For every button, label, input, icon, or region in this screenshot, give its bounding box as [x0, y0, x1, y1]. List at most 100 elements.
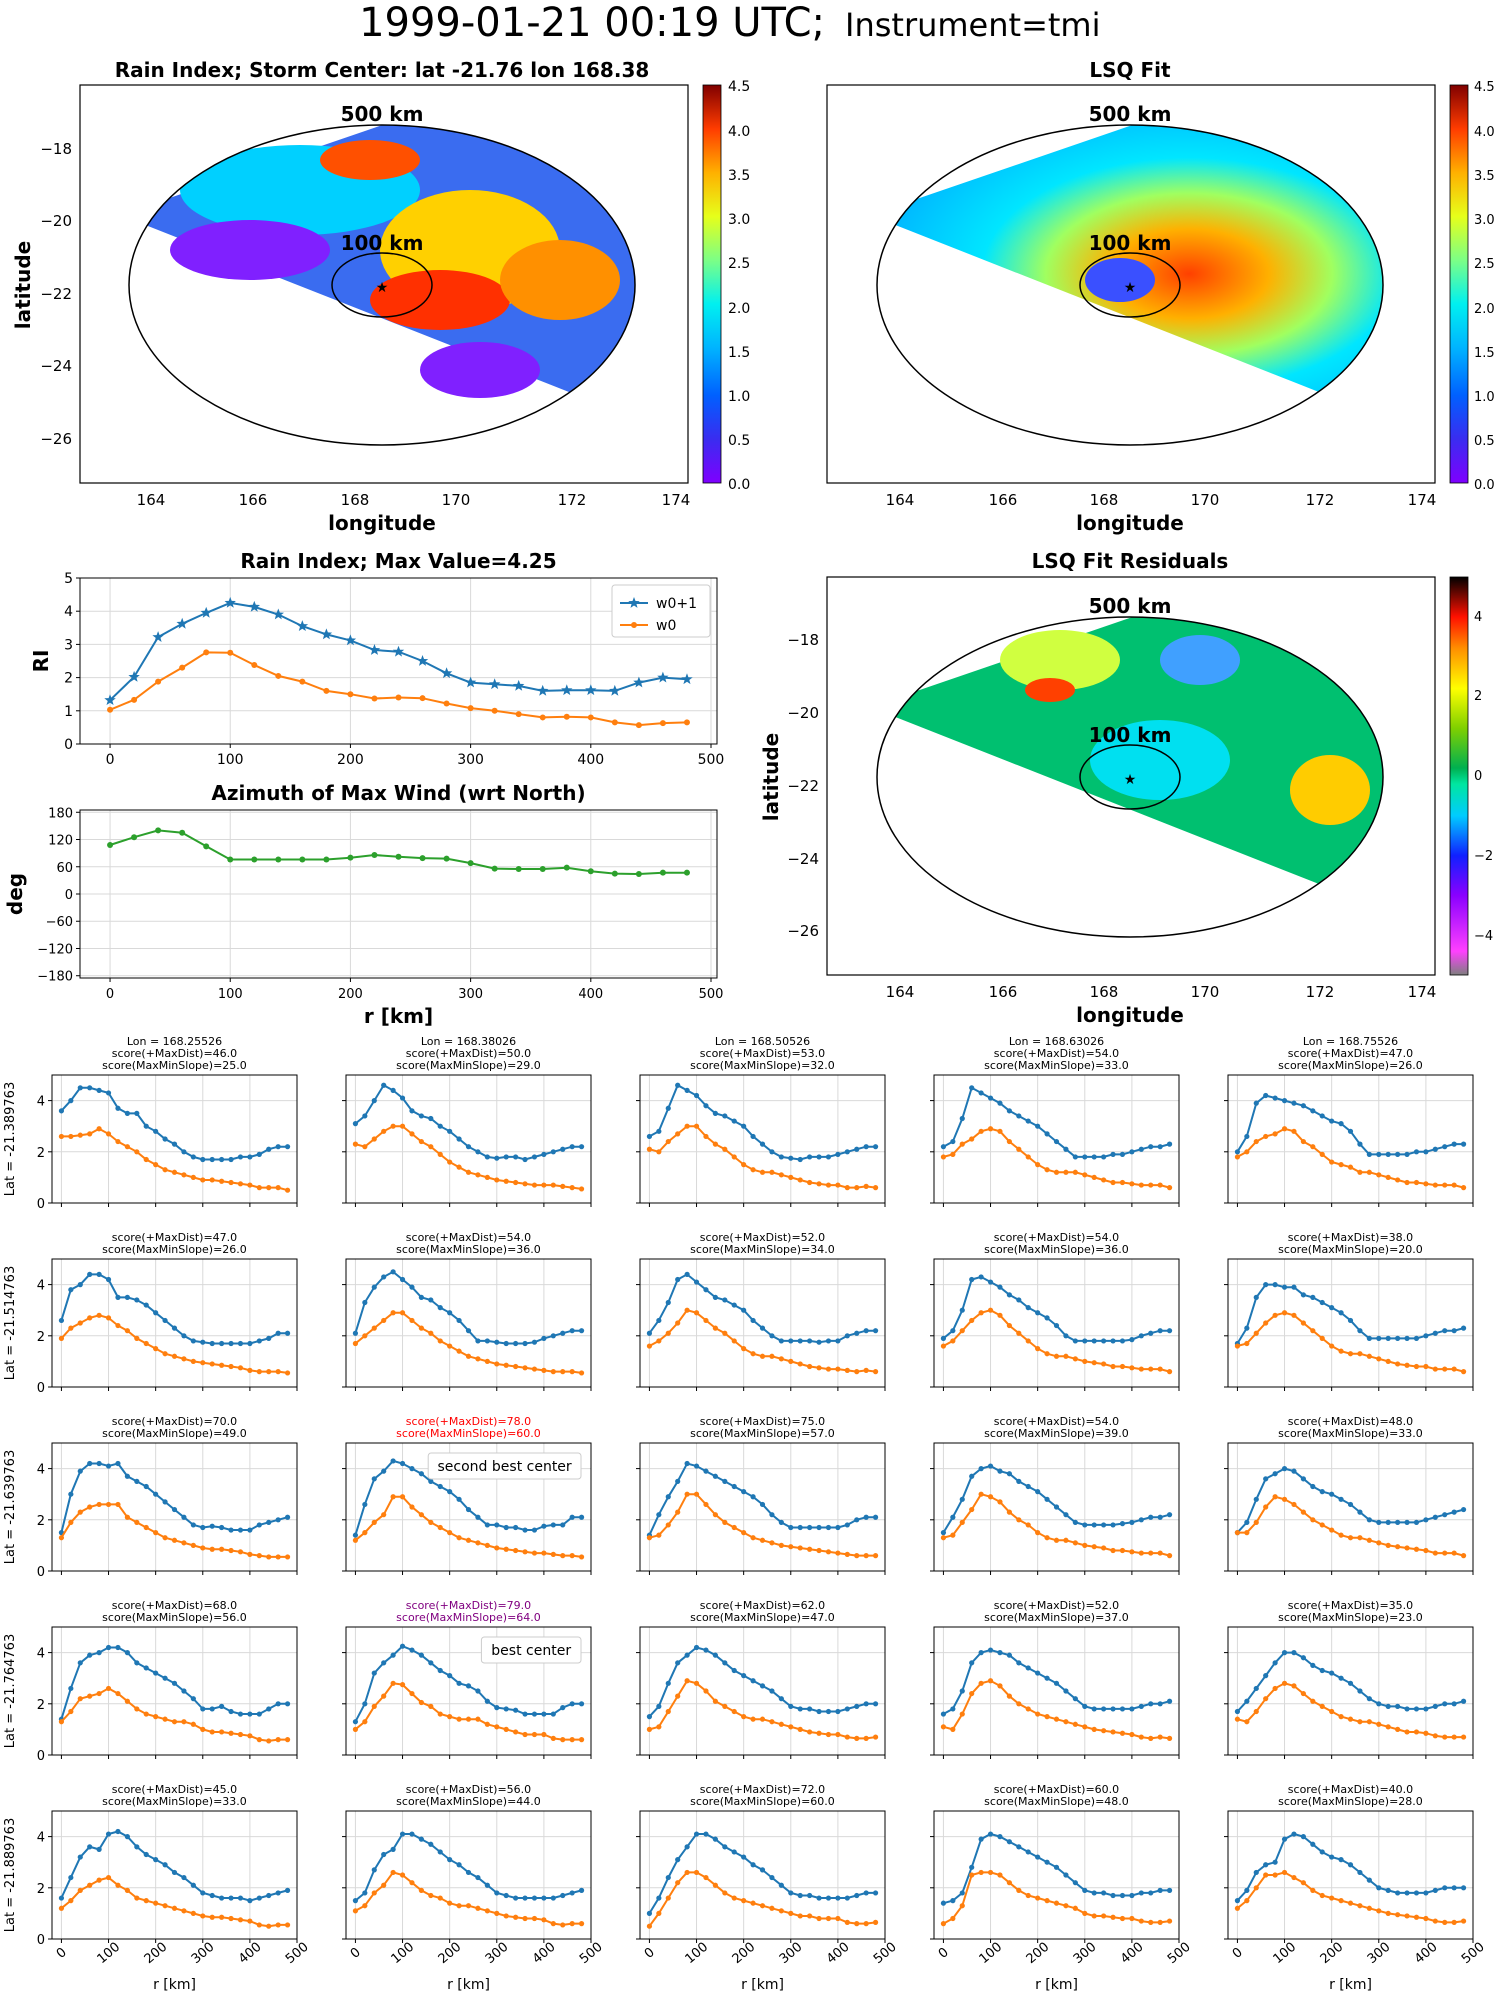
data-point: [181, 1514, 187, 1520]
cbar-tick: 0: [1474, 769, 1482, 784]
data-point: [155, 678, 162, 685]
series-line: [648, 1646, 876, 1718]
data-point: [1044, 1167, 1050, 1173]
data-point: [237, 1154, 244, 1160]
data-point: [1281, 1098, 1288, 1104]
data-point: [1423, 1915, 1429, 1922]
candidate-panel: 024score(MaxMinSlope)=26.0score(+MaxDist…: [37, 1231, 298, 1396]
data-point: [503, 1913, 509, 1919]
data-point: [87, 1844, 93, 1850]
x-tick-label: 300: [483, 1940, 512, 1967]
data-point: [741, 1307, 747, 1313]
data-point: [1281, 1284, 1288, 1290]
data-point: [541, 1367, 547, 1373]
data-point: [447, 1489, 453, 1495]
data-point: [134, 1895, 140, 1901]
legend-marker: [631, 622, 637, 628]
plot-frame: [639, 1810, 886, 1940]
data-point: [835, 1366, 841, 1372]
plot-frame: [639, 1626, 886, 1756]
cbar-tick: 4.5: [728, 79, 750, 95]
cbar-tick: 0.0: [1474, 478, 1495, 493]
data-point: [1148, 1735, 1154, 1741]
data-point: [1129, 1549, 1135, 1555]
data-point: [844, 1522, 850, 1528]
y-tick-label: 1: [64, 704, 73, 720]
data-point: [1319, 1113, 1325, 1119]
data-point: [788, 1524, 794, 1531]
data-point: [1044, 1351, 1050, 1357]
data-point: [494, 1910, 500, 1916]
data-point: [1432, 1182, 1438, 1188]
data-point: [684, 1678, 690, 1684]
data-point: [228, 1895, 234, 1901]
data-point: [969, 1864, 975, 1870]
data-point: [409, 1831, 415, 1837]
data-point: [1082, 1542, 1088, 1548]
data-point: [1300, 1103, 1306, 1109]
data-point: [1148, 1514, 1154, 1520]
data-point: [844, 1333, 850, 1339]
data-point: [854, 1330, 860, 1336]
plot-frame: [79, 809, 718, 979]
plot-frame: [1227, 1074, 1474, 1204]
data-point: [978, 1650, 984, 1656]
data-point: [284, 1370, 291, 1376]
data-point: [1091, 1544, 1097, 1550]
data-point: [1272, 1095, 1278, 1101]
data-point: [1347, 1164, 1354, 1170]
data-point: [997, 1128, 1003, 1134]
data-point: [171, 1353, 178, 1359]
data-point: [1129, 1181, 1135, 1187]
data-point: [347, 854, 354, 861]
data-point: [143, 1665, 149, 1671]
data-point: [443, 700, 450, 707]
data-point: [1166, 1185, 1173, 1191]
data-point: [475, 1514, 481, 1520]
data-point: [693, 1092, 700, 1099]
data-point: [659, 720, 666, 727]
candidate-panel: score(MaxMinSlope)=33.0score(+MaxDist)=4…: [1224, 1415, 1474, 1575]
data-point: [1129, 1149, 1135, 1155]
x-tick-label: 170: [1191, 983, 1220, 1001]
data-point: [1451, 1182, 1457, 1188]
data-point: [228, 1915, 234, 1922]
data-point: [997, 1468, 1003, 1474]
data-point: [115, 1501, 121, 1508]
panel-score-maxdist: score(+MaxDist)=54.0: [994, 1047, 1119, 1060]
data-point: [563, 713, 570, 720]
data-point: [560, 1737, 566, 1743]
data-point: [569, 1144, 575, 1150]
data-point: [656, 1703, 662, 1709]
y-tick-label: 0: [37, 1933, 45, 1948]
data-point: [266, 1923, 272, 1929]
data-point: [1253, 1138, 1259, 1145]
data-point: [456, 1862, 462, 1868]
map-title: Rain Index; Storm Center: lat -21.76 lon…: [115, 58, 650, 82]
data-point: [1053, 1864, 1060, 1870]
data-point: [1166, 1553, 1173, 1559]
data-point: [675, 1131, 681, 1137]
data-point: [1347, 1128, 1354, 1134]
data-point: [1044, 1131, 1050, 1137]
data-point: [418, 1887, 424, 1893]
data-point: [494, 1177, 500, 1183]
data-point: [494, 1705, 500, 1711]
data-point: [522, 1549, 528, 1555]
data-point: [171, 1537, 178, 1543]
data-point: [162, 1317, 168, 1324]
y-tick-label: 4: [37, 1831, 45, 1846]
map-frame: [826, 84, 1436, 484]
data-point: [940, 1535, 947, 1541]
data-point: [1451, 1366, 1457, 1372]
data-point: [228, 1547, 234, 1554]
legend-label: w0+1: [656, 596, 697, 612]
data-point: [537, 684, 549, 696]
data-point: [1263, 1862, 1269, 1868]
data-point: [390, 1846, 396, 1852]
data-point: [1291, 1312, 1297, 1318]
data-point: [1101, 1338, 1107, 1344]
data-point: [494, 1724, 500, 1730]
data-point: [825, 1895, 832, 1901]
data-point: [560, 1330, 566, 1336]
